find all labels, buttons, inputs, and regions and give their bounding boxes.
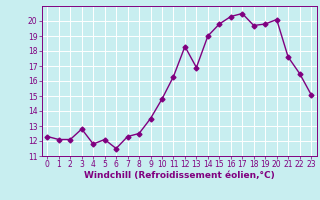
X-axis label: Windchill (Refroidissement éolien,°C): Windchill (Refroidissement éolien,°C) <box>84 171 275 180</box>
